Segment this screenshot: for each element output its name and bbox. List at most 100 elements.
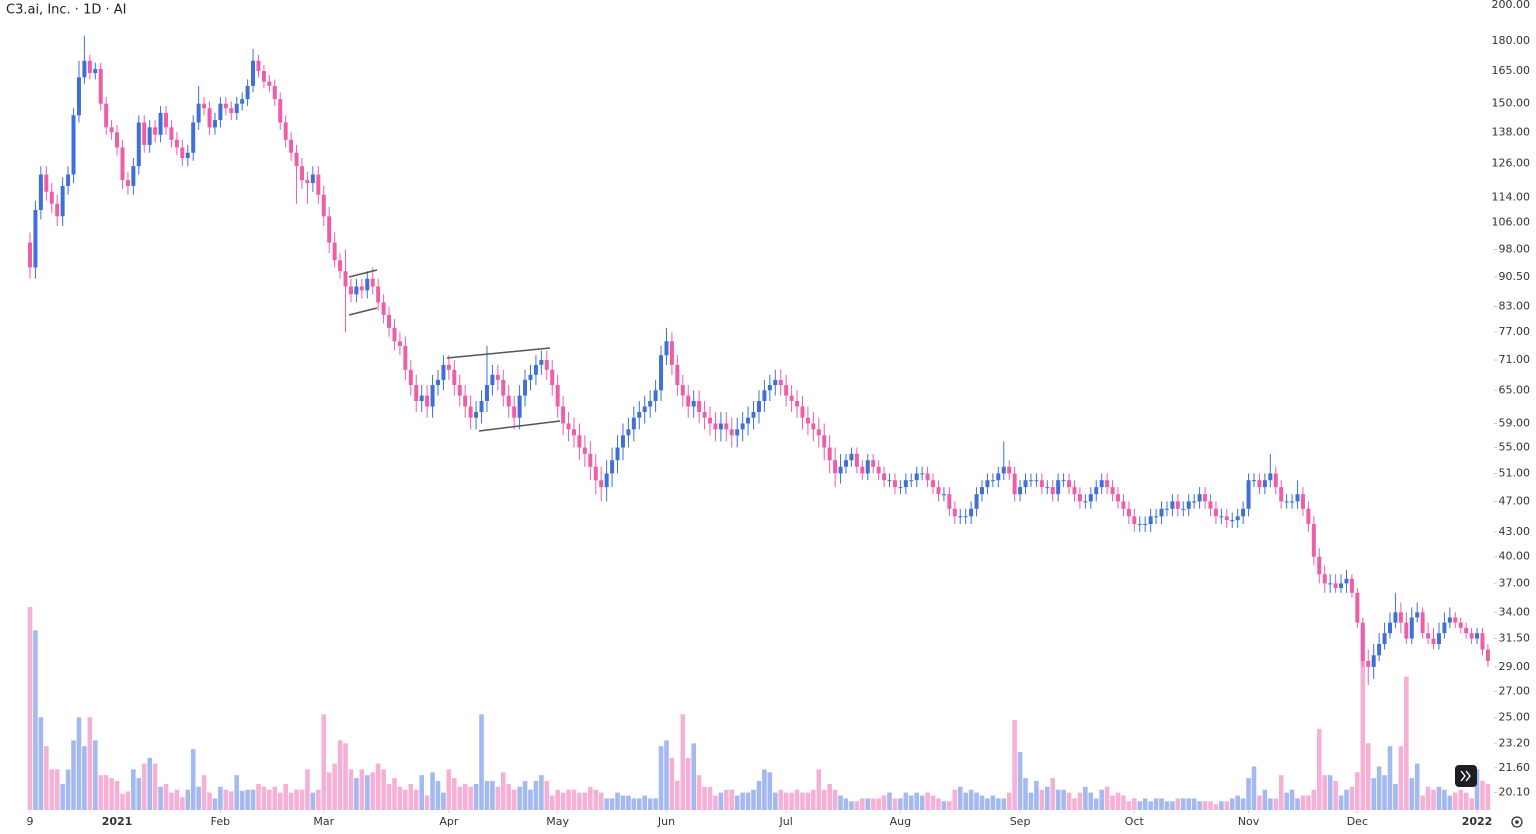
y-tick-label: 55.00 <box>1499 441 1531 454</box>
candle-body <box>1415 612 1420 618</box>
volume-bar <box>196 786 201 810</box>
volume-bar <box>620 795 626 810</box>
volume-bar <box>696 775 702 810</box>
button-bg[interactable] <box>1455 765 1477 787</box>
candle-body <box>441 364 446 380</box>
volume-bar <box>1001 798 1007 810</box>
candle-body <box>1192 501 1197 503</box>
candle-body <box>958 516 963 518</box>
settings-icon[interactable] <box>1511 816 1523 828</box>
volume-bar <box>1132 798 1137 810</box>
volume-bar <box>604 798 609 810</box>
volume-bar <box>805 792 811 810</box>
volume-bar <box>65 769 71 810</box>
candle-body <box>659 355 664 391</box>
volume-bar <box>985 798 990 810</box>
candle-body <box>71 115 76 175</box>
volume-bar <box>887 792 892 810</box>
candle-body <box>468 406 473 418</box>
y-tick-label: 200.00 <box>1492 0 1531 11</box>
volume-bar <box>92 740 98 810</box>
volume-bar <box>1186 798 1192 810</box>
volume-bar <box>495 786 501 810</box>
x-tick-label: Feb <box>211 815 230 828</box>
volume-bar <box>925 792 930 810</box>
candle-body <box>403 345 408 370</box>
volume-bar <box>250 789 256 810</box>
candle-body <box>1072 487 1077 495</box>
y-tick-label: 43.00 <box>1499 525 1531 538</box>
y-tick-label: 21.60 <box>1499 761 1531 774</box>
candle-body <box>283 122 288 140</box>
volume-bar <box>403 789 408 810</box>
volume-bar <box>343 743 348 810</box>
candle-body <box>822 435 827 448</box>
volume-bar <box>1463 792 1469 810</box>
volume-bar <box>511 789 517 810</box>
candle-body <box>963 516 968 518</box>
candle-body <box>300 166 304 181</box>
y-tick-label: 90.50 <box>1499 270 1531 283</box>
volume-bar <box>1061 789 1066 810</box>
volume-bar <box>1382 775 1387 810</box>
candle-body <box>1355 592 1360 623</box>
candle-body <box>990 480 995 482</box>
candle-body <box>539 360 544 365</box>
volume-bar <box>1148 801 1153 810</box>
candle-body <box>974 494 979 509</box>
button-icon <box>1460 770 1471 782</box>
volume-bar <box>87 717 93 810</box>
candle-body <box>1045 487 1050 489</box>
candle-body <box>1241 508 1246 517</box>
volume-bar <box>1333 781 1338 810</box>
candle-body <box>98 68 103 104</box>
volume-bar <box>974 792 979 810</box>
candle-body <box>1453 617 1458 623</box>
candle-body <box>561 406 566 424</box>
gear-ring[interactable] <box>1511 816 1523 828</box>
volume-bar <box>1219 801 1224 810</box>
candle-body <box>533 364 538 375</box>
candle-body <box>795 400 800 407</box>
expand-button[interactable] <box>1455 765 1477 787</box>
volume-bar <box>120 793 125 810</box>
volume-bar <box>185 789 191 810</box>
candle-body <box>1464 627 1469 634</box>
candle-body <box>1235 516 1240 521</box>
volume-bar <box>1180 798 1186 810</box>
volume-bar <box>1137 801 1143 810</box>
candle-body <box>1447 617 1452 623</box>
volume-bar <box>908 795 914 810</box>
volume-bar <box>1273 798 1279 810</box>
volume-bar <box>740 792 745 810</box>
volume-bar <box>1126 801 1132 810</box>
volume-bar <box>452 778 457 810</box>
candle-body <box>446 364 451 370</box>
candle-body <box>343 271 348 287</box>
volume-bar <box>76 717 82 810</box>
volume-bar <box>1039 789 1045 810</box>
volume-bar <box>457 786 463 810</box>
candle-body <box>615 447 620 461</box>
y-tick-label: 180.00 <box>1492 34 1531 47</box>
volume-bar <box>680 714 686 810</box>
candle-body <box>28 242 32 268</box>
candle-body <box>871 460 876 467</box>
volume-bar <box>1420 795 1425 810</box>
candle-body <box>55 203 60 217</box>
volume-bar <box>1006 792 1012 810</box>
volume-bar <box>468 786 473 810</box>
volume-bar <box>941 801 947 810</box>
y-tick-label: 47.00 <box>1499 494 1531 507</box>
volume-bar <box>767 772 773 810</box>
volume-bar <box>1224 801 1230 810</box>
volume-bar <box>288 792 294 810</box>
candle-body <box>474 412 479 418</box>
volume-bar <box>734 795 740 810</box>
candle-body <box>44 174 49 192</box>
y-tick-label: 126.00 <box>1492 156 1531 169</box>
candle-body <box>365 278 370 291</box>
candle-body <box>1360 622 1365 662</box>
volume-bar <box>1447 795 1453 810</box>
volume-bar <box>1072 798 1077 810</box>
